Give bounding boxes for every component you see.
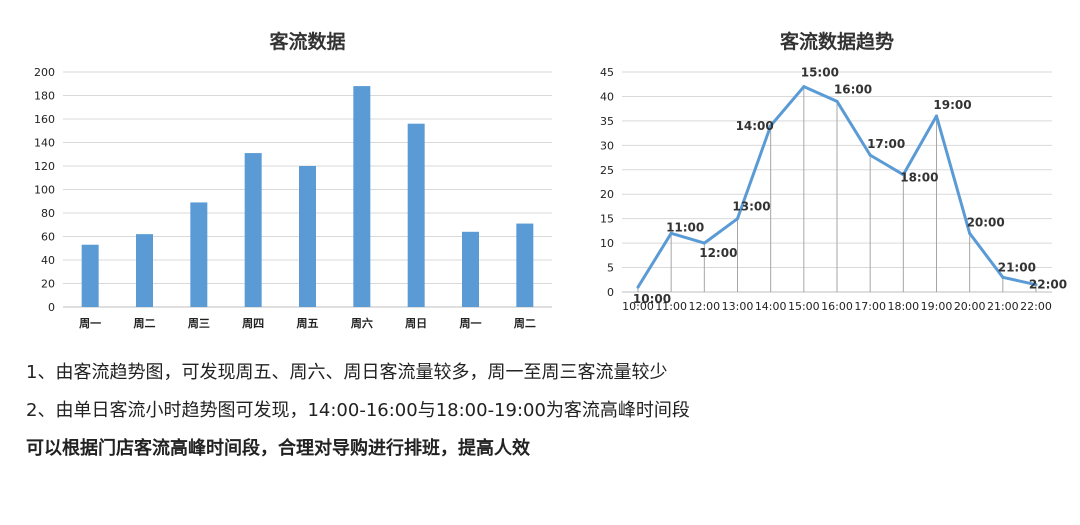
bar xyxy=(244,153,262,307)
bar xyxy=(516,223,534,307)
line-data-label: 13:00 xyxy=(732,200,770,214)
line-y-tick-label: 35 xyxy=(600,115,614,128)
bar xyxy=(462,231,479,307)
conclusion: 可以根据门店客流高峰时间段，合理对导购进行排班，提高人效 xyxy=(26,438,530,459)
bar-y-tick-label: 100 xyxy=(34,184,55,197)
line-data-label: 16:00 xyxy=(834,82,872,96)
data-point xyxy=(968,231,972,235)
bar-x-tick-label: 周二 xyxy=(134,317,156,330)
bar-x-tick-label: 周五 xyxy=(297,317,319,330)
line-data-label: 14:00 xyxy=(736,119,774,133)
line-data-label: 15:00 xyxy=(801,66,839,80)
bar-y-tick-label: 20 xyxy=(41,278,55,291)
note-2: 2、由单日客流小时趋势图可发现，14:00-16:00与18:00-19:00为… xyxy=(26,400,690,421)
line-y-tick-label: 5 xyxy=(607,262,614,275)
data-point xyxy=(736,217,739,221)
line-chart-title: 客流数据趋势 xyxy=(780,30,894,53)
line-x-tick-label: 13:00 xyxy=(722,300,754,313)
bar-x-tick-label: 周六 xyxy=(351,316,373,330)
line-x-tick-label: 19:00 xyxy=(921,300,953,313)
bar-x-tick-label: 周一 xyxy=(460,317,482,330)
data-point xyxy=(935,114,938,118)
data-point xyxy=(868,153,872,157)
line-data-label: 12:00 xyxy=(699,246,737,260)
line-x-tick-label: 22:00 xyxy=(1020,300,1052,313)
data-point xyxy=(835,99,839,103)
data-point xyxy=(1001,275,1005,279)
line-y-tick-label: 10 xyxy=(600,237,614,250)
line-y-tick-label: 15 xyxy=(600,213,614,226)
data-point xyxy=(669,231,673,235)
bar xyxy=(353,86,371,307)
data-point xyxy=(1034,283,1038,287)
data-point xyxy=(901,173,905,177)
line-data-label: 10:00 xyxy=(633,292,671,306)
bar-y-tick-label: 120 xyxy=(34,160,55,173)
line-x-tick-label: 21:00 xyxy=(987,300,1019,313)
bar-y-tick-label: 200 xyxy=(34,66,55,79)
line-chart: 客流数据趋势05101520253035404510:0011:0012:001… xyxy=(600,30,1067,313)
line-data-label: 11:00 xyxy=(666,220,704,234)
line-y-tick-label: 0 xyxy=(607,286,614,299)
line-data-label: 21:00 xyxy=(998,260,1036,274)
line-x-tick-label: 11:00 xyxy=(655,300,687,313)
line-data-label: 19:00 xyxy=(933,98,971,112)
bar-y-tick-label: 140 xyxy=(34,137,55,150)
bar-chart-title: 客流数据 xyxy=(269,30,345,53)
bar-y-tick-label: 0 xyxy=(48,301,55,314)
line-data-label: 18:00 xyxy=(900,171,938,185)
data-point xyxy=(636,285,640,289)
bar-x-tick-label: 周三 xyxy=(188,317,210,330)
bar-chart: 客流数据 0 20 40 60 80 100 120 140 160 180 200 周一 周二 周三 周四 周… xyxy=(34,30,552,330)
line-x-tick-label: 16:00 xyxy=(821,300,853,313)
bar xyxy=(81,244,99,307)
bar xyxy=(299,166,316,307)
line-data-label: 22:00 xyxy=(1029,278,1067,292)
line-x-tick-label: 18:00 xyxy=(887,300,919,313)
bar-x-tick-label: 周日 xyxy=(405,317,427,330)
data-point xyxy=(769,124,773,128)
line-y-tick-label: 40 xyxy=(600,90,614,103)
line-data-label: 20:00 xyxy=(967,215,1005,229)
bar-x-tick-label: 周四 xyxy=(242,317,264,330)
data-point xyxy=(802,85,806,89)
line-data-label: 17:00 xyxy=(867,137,905,151)
line-x-tick-label: 12:00 xyxy=(688,300,720,313)
bar xyxy=(136,234,153,307)
notes-section: 1、由客流趋势图，可发现周五、周六、周日客流量较多，周一至周三客流量较少 2、由… xyxy=(26,362,1066,476)
bar-x-tick-label: 周一 xyxy=(79,317,101,330)
bar-x-tick-label: 周二 xyxy=(514,317,536,330)
bar-y-tick-label: 160 xyxy=(34,113,55,126)
data-point xyxy=(702,241,706,245)
line-x-tick-label: 20:00 xyxy=(954,300,986,313)
line-x-tick-label: 14:00 xyxy=(755,300,787,313)
line-y-tick-label: 30 xyxy=(600,139,614,152)
line-y-tick-label: 20 xyxy=(600,188,614,201)
bar-y-tick-label: 60 xyxy=(41,231,55,244)
bar-y-tick-label: 40 xyxy=(41,254,55,267)
line-y-tick-label: 45 xyxy=(600,66,614,79)
bar-y-tick-label: 80 xyxy=(41,207,55,220)
bar xyxy=(190,202,208,307)
line-x-tick-label: 10:00 xyxy=(622,300,654,313)
bar xyxy=(407,123,425,307)
line-x-tick-label: 15:00 xyxy=(788,300,820,313)
line-y-tick-label: 25 xyxy=(600,164,614,177)
note-1: 1、由客流趋势图，可发现周五、周六、周日客流量较多，周一至周三客流量较少 xyxy=(26,362,668,383)
bar-y-tick-label: 180 xyxy=(34,90,55,103)
line-x-tick-label: 17:00 xyxy=(854,300,886,313)
